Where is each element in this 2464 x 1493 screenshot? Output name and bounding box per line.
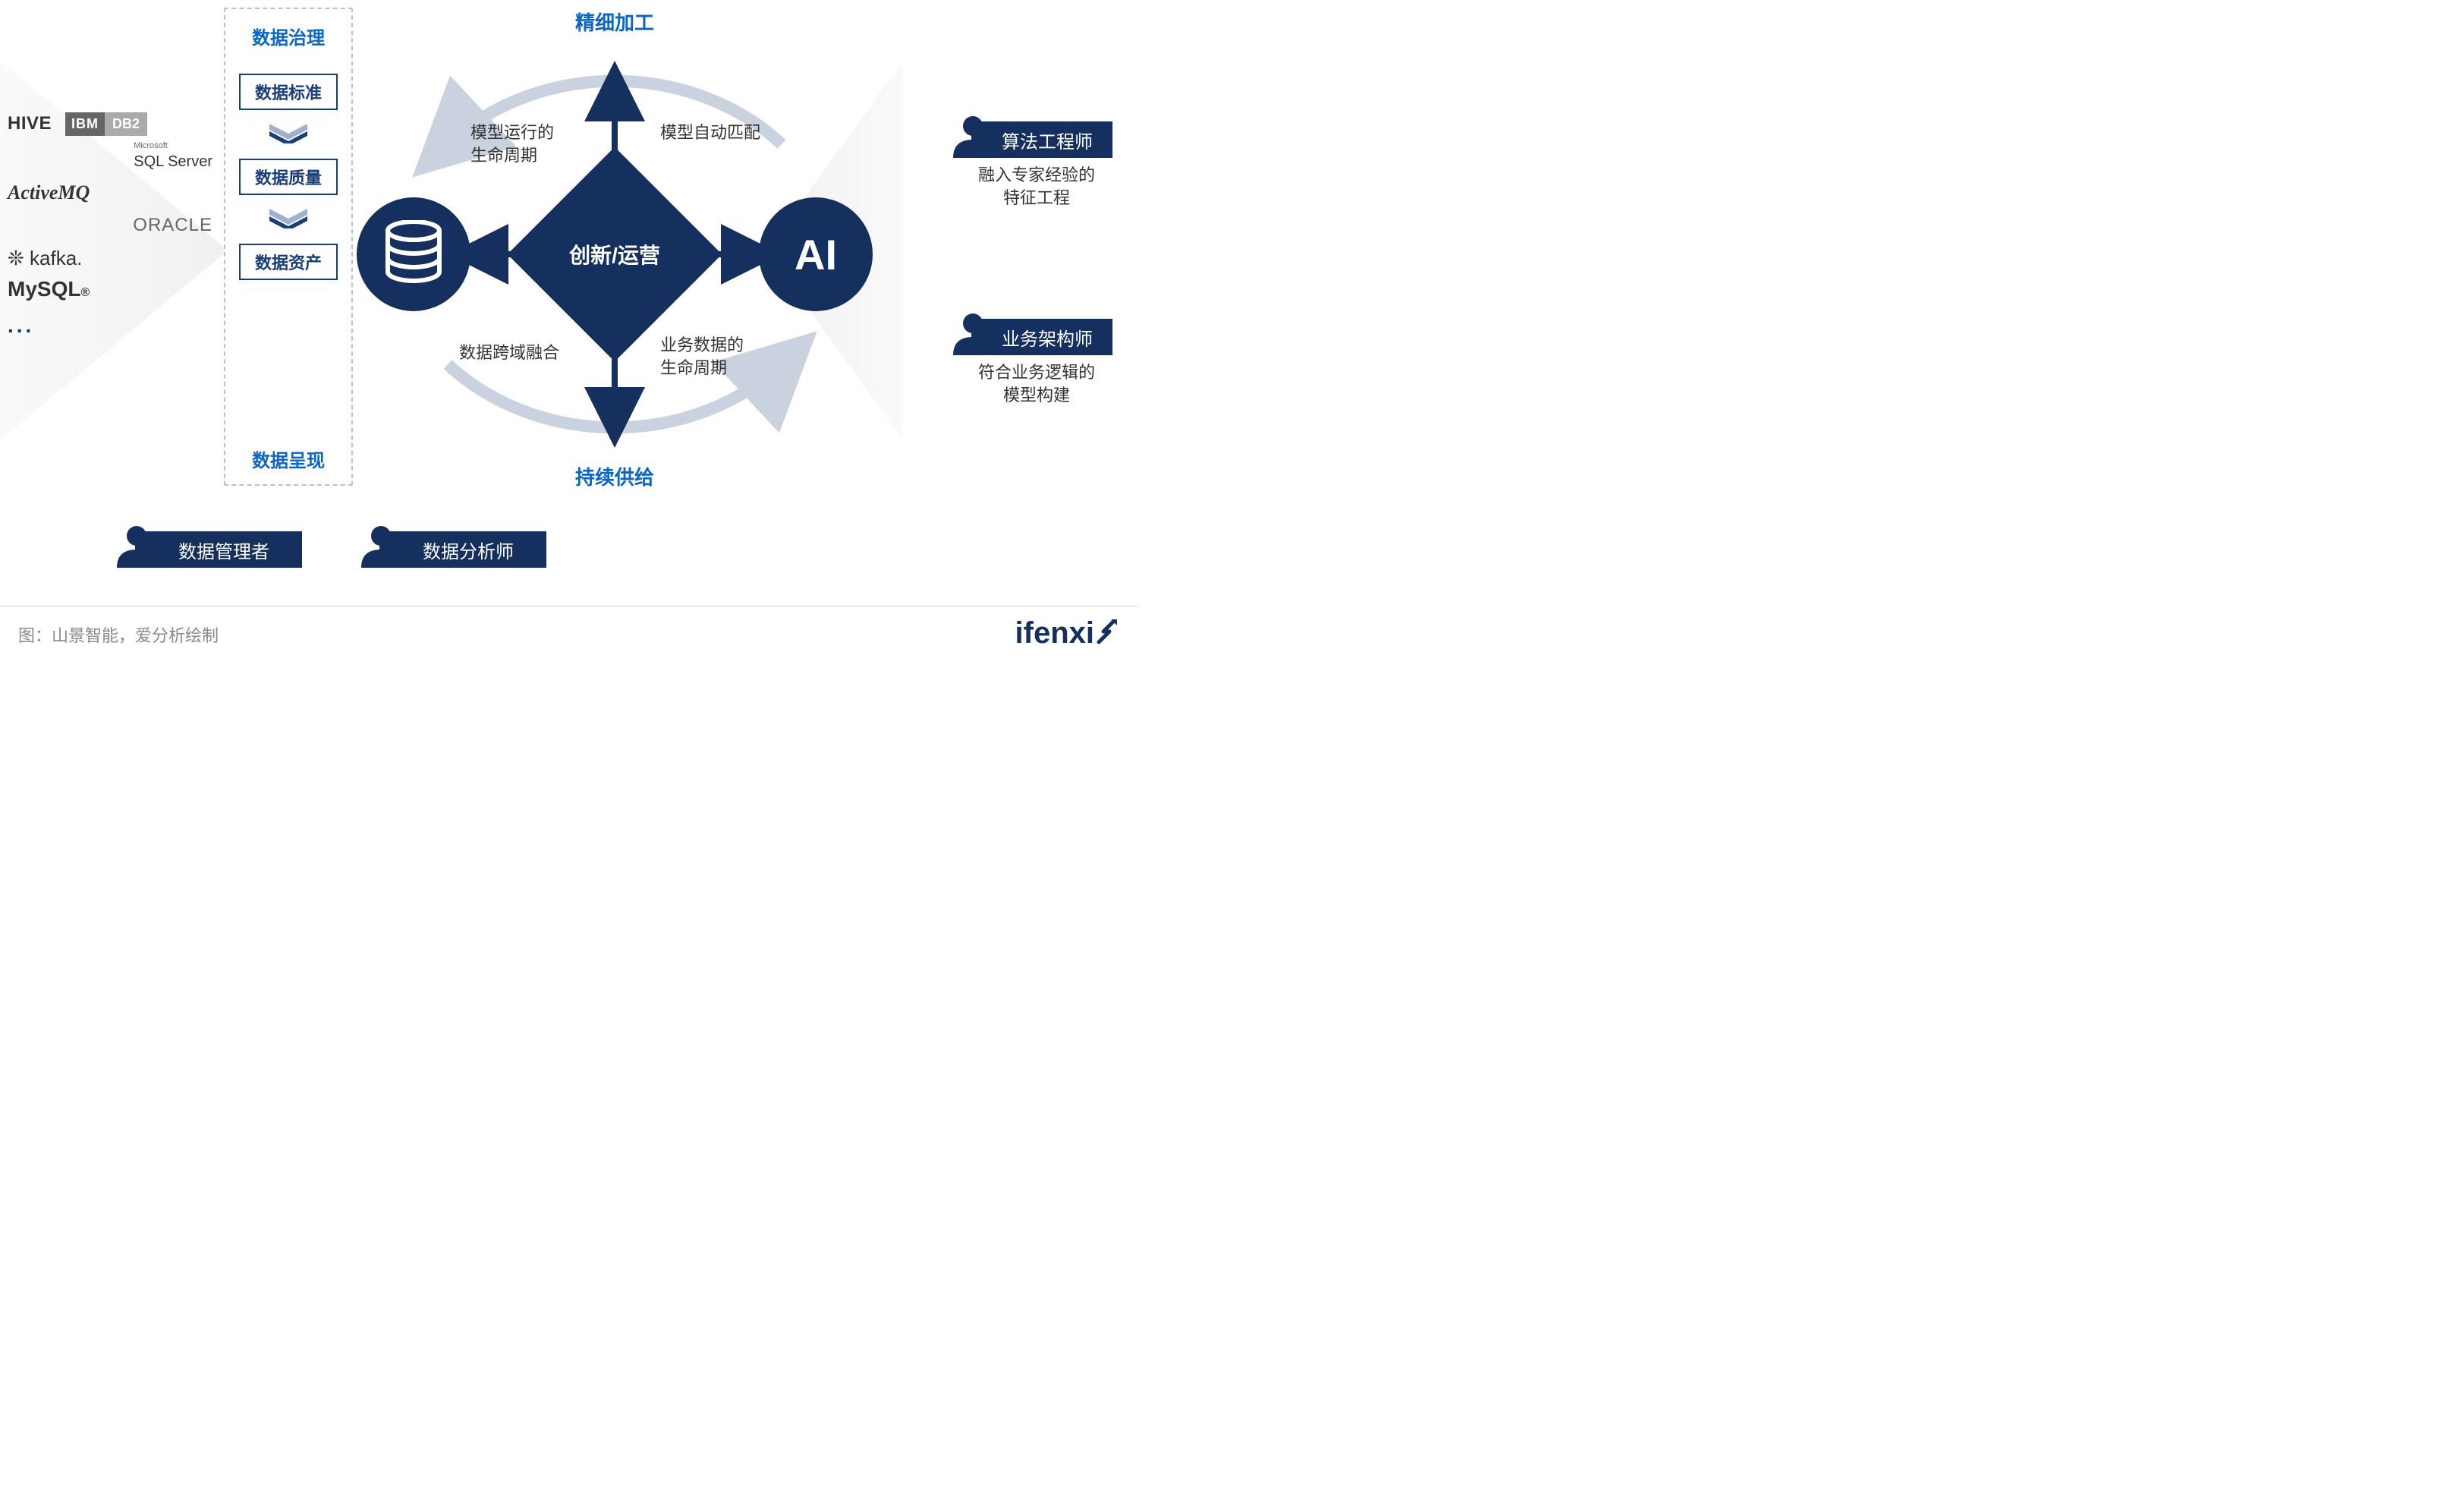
person-icon bbox=[112, 524, 161, 568]
source-oracle: ORACLE bbox=[133, 212, 212, 239]
role-algorithm-engineer: 算法工程师 bbox=[949, 114, 1112, 158]
source-ellipsis: ... bbox=[8, 310, 220, 342]
role-data-analyst: 数据分析师 bbox=[357, 524, 546, 568]
person-icon bbox=[949, 311, 997, 355]
ai-node: AI bbox=[759, 197, 873, 311]
source-activemq: ActiveMQ bbox=[8, 178, 90, 207]
footer-caption: 图：山景智能，爱分析绘制 bbox=[18, 622, 219, 647]
quadrant-text-br: 业务数据的生命周期 bbox=[660, 334, 744, 379]
ai-node-label: AI bbox=[795, 230, 837, 279]
gov-step-3: 数据资产 bbox=[239, 244, 338, 280]
gov-step-2: 数据质量 bbox=[239, 159, 338, 195]
brand-arrow-icon bbox=[1096, 619, 1117, 648]
quadrant-text-tl: 模型运行的生命周期 bbox=[470, 121, 554, 166]
role-business-architect: 业务架构师 bbox=[949, 311, 1112, 355]
source-hive: HIVE bbox=[8, 110, 52, 137]
person-icon bbox=[949, 114, 997, 158]
source-ibm: IBM bbox=[65, 112, 105, 136]
gov-step-1: 数据标准 bbox=[239, 74, 338, 110]
quadrant-text-tr: 模型自动匹配 bbox=[660, 121, 760, 144]
diagram-stage: HIVE IBM DB2 Microsoft SQL Server Active… bbox=[0, 0, 1138, 691]
person-icon bbox=[357, 524, 405, 568]
role-data-manager: 数据管理者 bbox=[112, 524, 302, 568]
center-diamond-label: 创新/运营 bbox=[539, 178, 691, 330]
chevron-down-icon bbox=[269, 124, 307, 143]
source-kafka: ❊ kafka. bbox=[8, 244, 82, 273]
governance-column: 数据治理 数据标准 数据质量 数据资产 数据呈现 bbox=[224, 8, 353, 486]
role-algorithm-desc: 融入专家经验的特征工程 bbox=[961, 164, 1112, 209]
governance-title: 数据治理 bbox=[252, 23, 325, 49]
governance-footer: 数据呈现 bbox=[252, 446, 325, 472]
chevron-down-icon bbox=[269, 209, 307, 228]
data-sources-list: HIVE IBM DB2 Microsoft SQL Server Active… bbox=[8, 110, 220, 342]
database-icon bbox=[384, 220, 443, 288]
source-sqlserver: Microsoft SQL Server bbox=[134, 142, 212, 173]
quadrant-text-bl: 数据跨域融合 bbox=[459, 342, 559, 364]
role-business-desc: 符合业务逻辑的模型构建 bbox=[961, 361, 1112, 406]
source-mysql: MySQL® bbox=[8, 273, 90, 305]
brand-logo: ifenxi bbox=[1015, 616, 1117, 650]
center-cycle-diagram: 精细加工 持续供给 bbox=[357, 8, 873, 493]
source-db2: DB2 bbox=[105, 112, 147, 136]
database-node bbox=[357, 197, 470, 311]
